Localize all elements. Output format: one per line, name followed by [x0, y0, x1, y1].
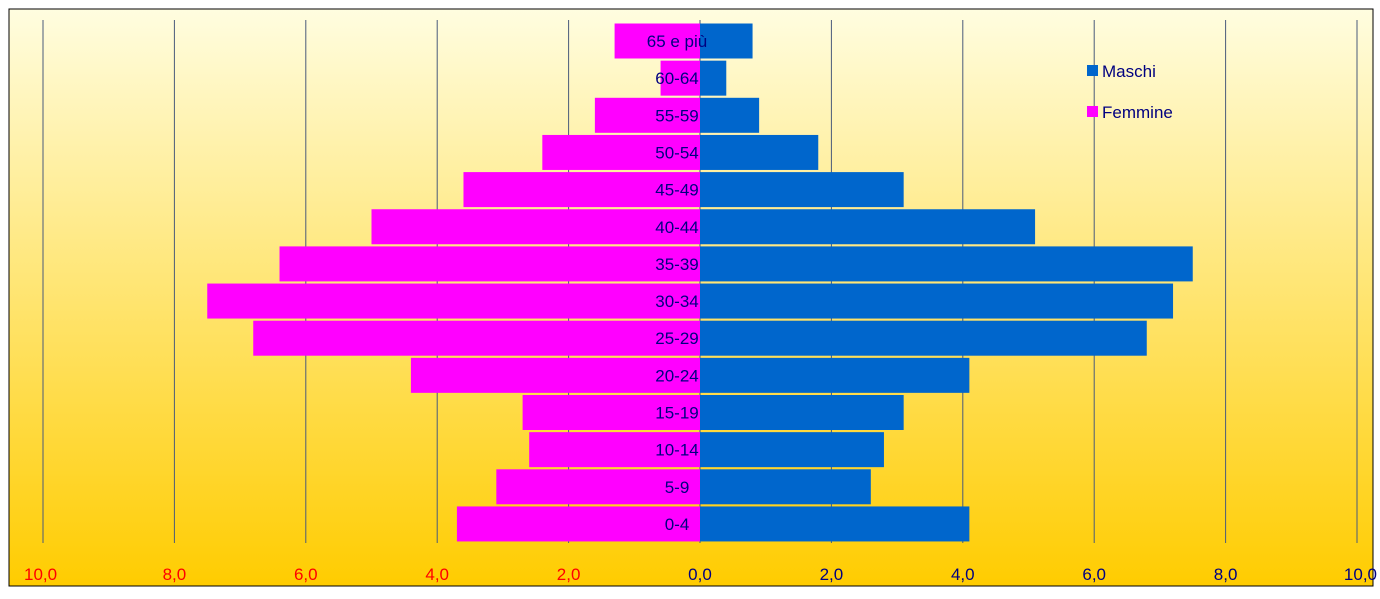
- bar-femmine-8: [371, 209, 700, 245]
- bar-maschi-6: [700, 283, 1174, 319]
- bar-maschi-12: [700, 60, 727, 96]
- category-labels: 0-4 5-9 10-14 15-19 20-24 25-29 30-34 35-39 40-4…: [647, 32, 708, 534]
- category-label-9: 45-49: [655, 181, 698, 200]
- category-label-11: 55-59: [655, 106, 698, 125]
- bar-maschi-3: [700, 395, 904, 430]
- x-tick-label-3: 4,0: [425, 565, 449, 584]
- category-label-7: 35-39: [655, 255, 698, 274]
- category-label-6: 30-34: [655, 292, 698, 311]
- x-tick-label-2: 6,0: [294, 565, 318, 584]
- bar-femmine-13: [614, 23, 700, 59]
- legend-swatch-femmine: [1087, 106, 1098, 117]
- category-label-10: 50-54: [655, 143, 698, 162]
- bar-maschi-2: [700, 432, 884, 468]
- bar-femmine-2: [529, 432, 700, 468]
- bar-maschi-8: [700, 209, 1036, 245]
- bar-femmine-12: [660, 60, 700, 96]
- bar-femmine-6: [207, 283, 700, 319]
- category-label-5: 25-29: [655, 329, 698, 348]
- bar-femmine-11: [594, 97, 700, 133]
- bar-femmine-5: [253, 320, 701, 356]
- x-tick-label-6: 2,0: [820, 565, 844, 584]
- bar-femmine-10: [542, 134, 700, 170]
- category-label-4: 20-24: [655, 366, 698, 385]
- legend: Maschi Femmine: [1087, 62, 1173, 122]
- category-label-8: 40-44: [655, 218, 698, 237]
- bar-maschi-4: [700, 357, 970, 393]
- bar-maschi-9: [700, 172, 904, 208]
- bar-maschi-13: [700, 23, 753, 59]
- bar-femmine-0: [456, 506, 700, 542]
- bar-femmine-3: [522, 395, 700, 430]
- x-tick-label-5: 0,0: [688, 565, 712, 584]
- x-tick-label-9: 8,0: [1214, 565, 1238, 584]
- category-label-1: 5-9: [665, 478, 690, 497]
- bar-maschi-7: [700, 246, 1193, 282]
- bar-maschi-10: [700, 134, 819, 170]
- bar-femmine-4: [410, 357, 700, 393]
- x-tick-label-10: 10,0: [1344, 565, 1377, 584]
- bar-maschi-1: [700, 469, 871, 505]
- x-tick-label-7: 4,0: [951, 565, 975, 584]
- legend-label-femmine: Femmine: [1102, 103, 1173, 122]
- category-label-13: 65 e più: [647, 32, 708, 51]
- x-tick-label-0: 10,0: [24, 565, 57, 584]
- bar-maschi-11: [700, 97, 760, 133]
- bar-maschi-5: [700, 320, 1147, 356]
- bar-femmine-7: [279, 246, 700, 282]
- x-tick-labels: 10,0 8,0 6,0 4,0 2,0 0,0 2,0 4,0 6,0 8,0 10,0: [24, 565, 1377, 584]
- bar-maschi-0: [700, 506, 970, 542]
- bars: [207, 23, 1193, 542]
- x-tick-label-1: 8,0: [163, 565, 187, 584]
- x-tick-label-4: 2,0: [557, 565, 581, 584]
- category-label-12: 60-64: [655, 69, 698, 88]
- bar-femmine-9: [463, 172, 700, 208]
- x-tick-label-8: 6,0: [1082, 565, 1106, 584]
- category-label-0: 0-4: [665, 515, 690, 534]
- category-label-2: 10-14: [655, 441, 698, 460]
- legend-label-maschi: Maschi: [1102, 62, 1156, 81]
- bar-femmine-1: [496, 469, 700, 505]
- category-label-3: 15-19: [655, 404, 698, 423]
- legend-swatch-maschi: [1087, 65, 1098, 76]
